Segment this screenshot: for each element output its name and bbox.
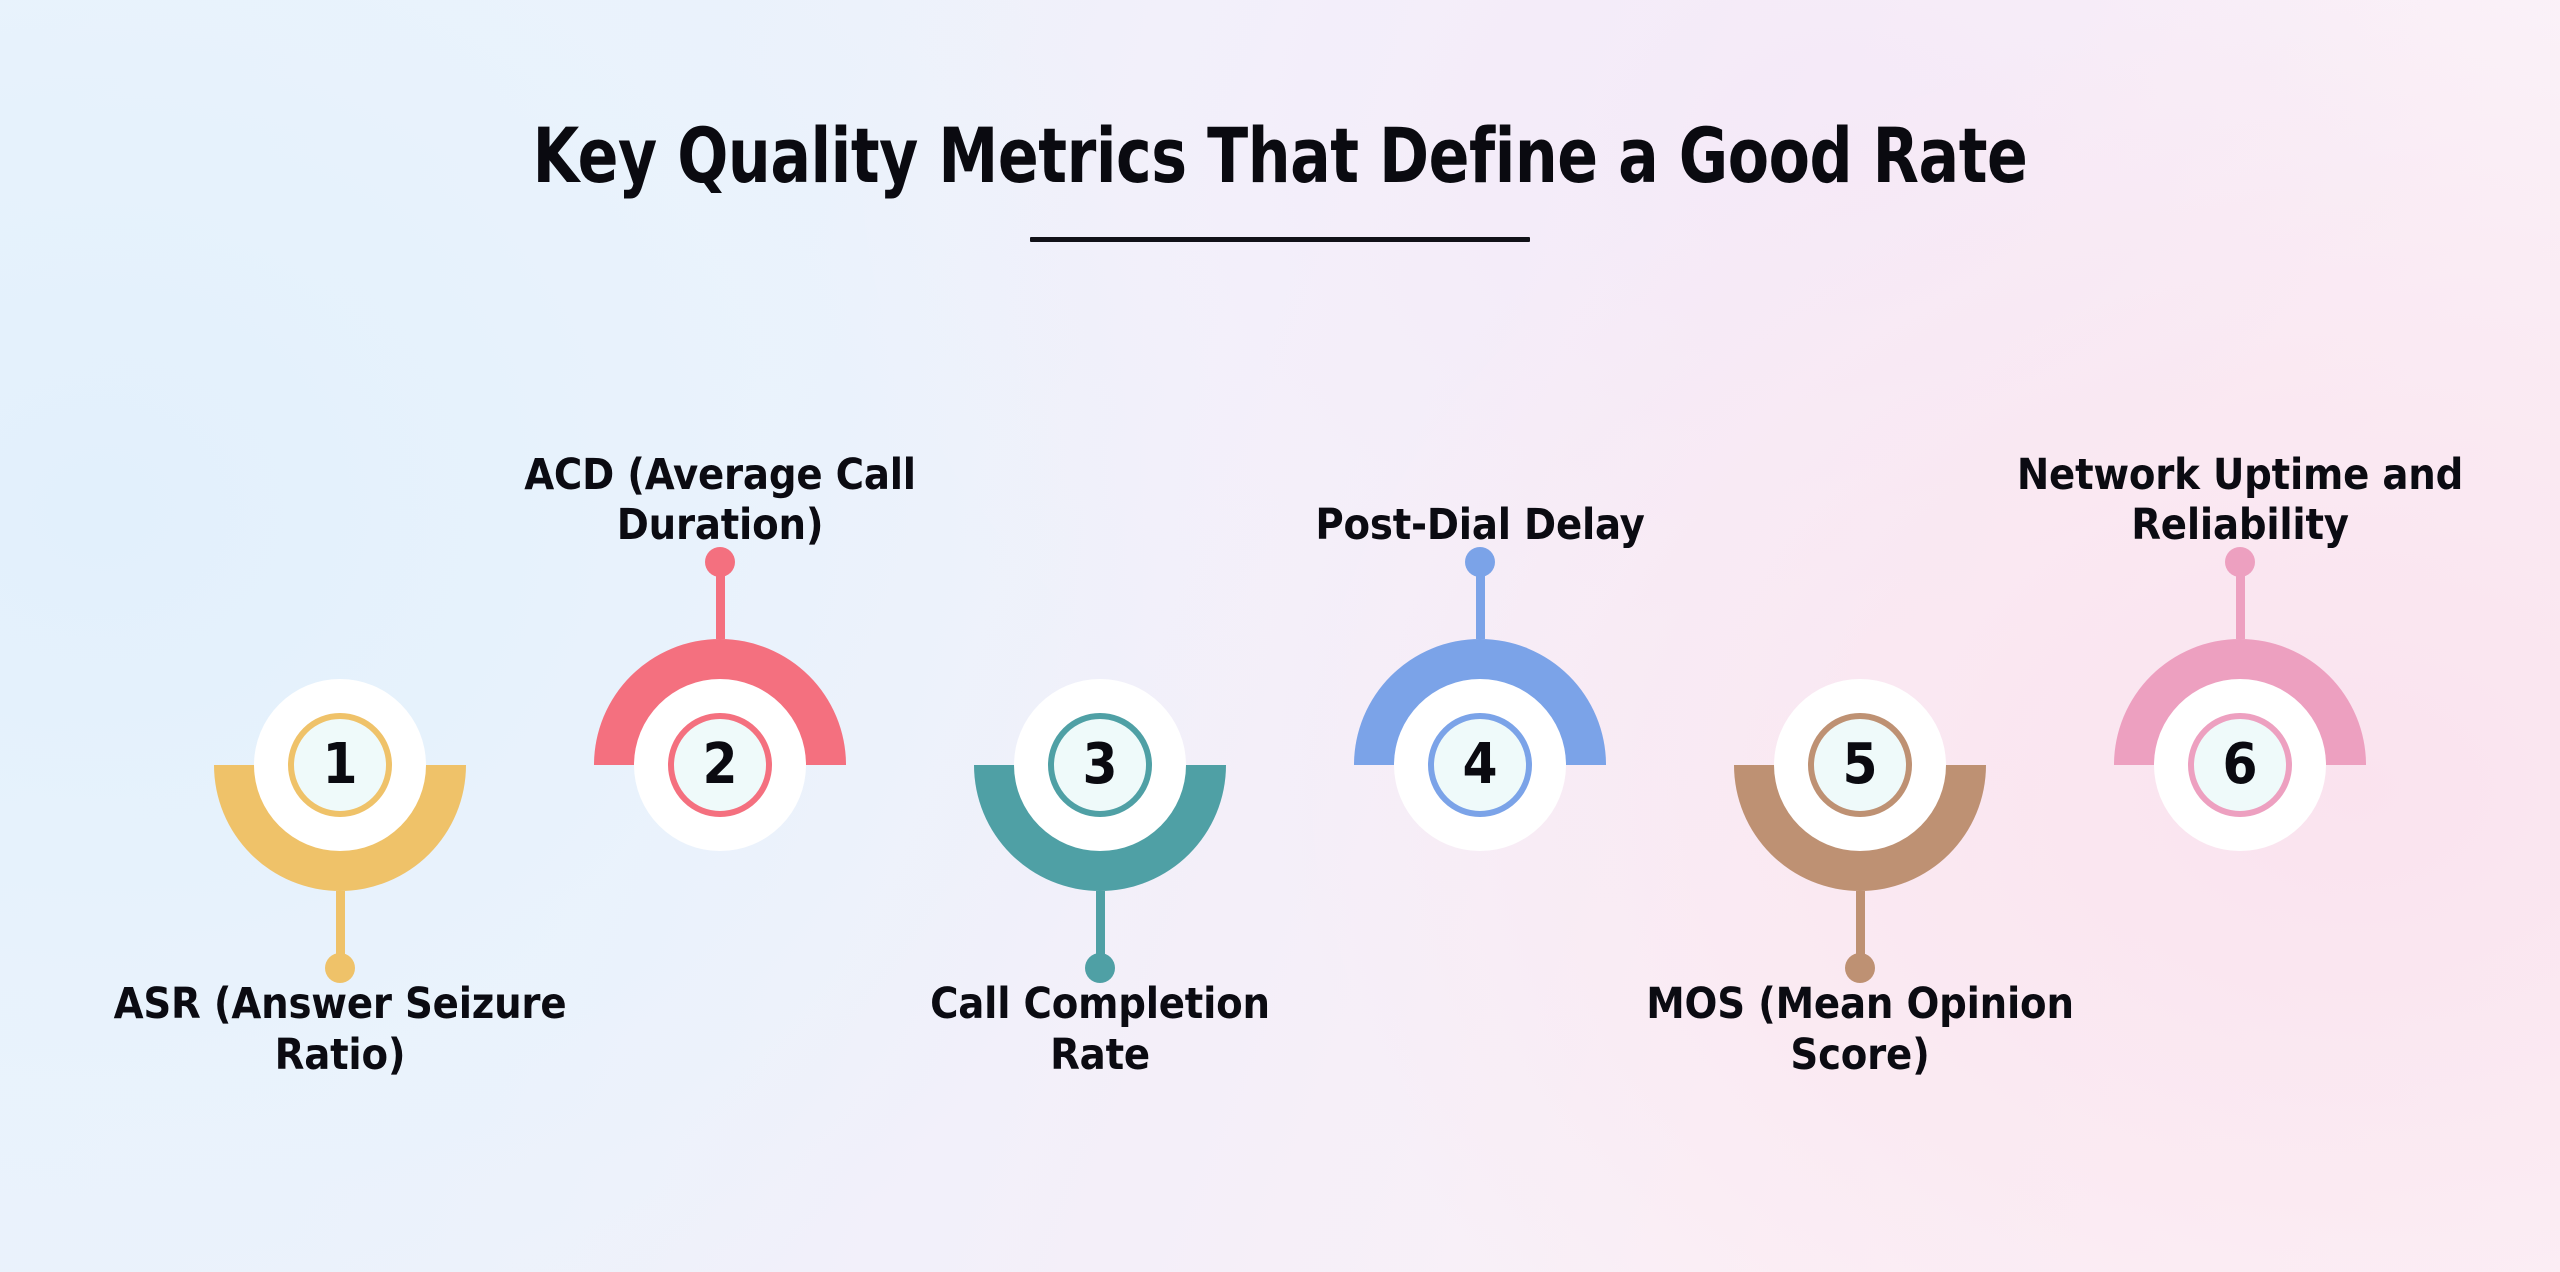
step-badge-5[interactable]: 5 bbox=[1808, 713, 1912, 817]
step-badge-1[interactable]: 1 bbox=[288, 713, 392, 817]
step-number: 4 bbox=[1462, 732, 1498, 797]
step-number: 5 bbox=[1842, 732, 1878, 797]
step-connector-dot-5 bbox=[1845, 953, 1875, 983]
step-connector-dot-1 bbox=[325, 953, 355, 983]
step-label-5: MOS (Mean Opinion Score) bbox=[1646, 979, 2074, 1080]
step-number: 2 bbox=[702, 732, 738, 797]
step-connector-stem-1 bbox=[335, 891, 345, 959]
step-number: 1 bbox=[322, 732, 358, 797]
step-connector-stem-2 bbox=[715, 571, 725, 639]
step-connector-stem-5 bbox=[1855, 891, 1865, 959]
step-label-6: Network Uptime and Reliability bbox=[2016, 449, 2464, 551]
step-label-1: ASR (Answer Seizure Ratio) bbox=[113, 979, 567, 1080]
step-connector-dot-4 bbox=[1465, 547, 1495, 577]
step-badge-6[interactable]: 6 bbox=[2188, 713, 2292, 817]
step-connector-dot-2 bbox=[705, 547, 735, 577]
step-connector-stem-4 bbox=[1475, 571, 1485, 639]
step-connector-stem-6 bbox=[2235, 571, 2245, 639]
page-title: Key Quality Metrics That Define a Good R… bbox=[532, 111, 2028, 200]
step-label-4: Post-Dial Delay bbox=[1315, 500, 1645, 551]
step-connector-stem-3 bbox=[1095, 891, 1105, 959]
step-badge-3[interactable]: 3 bbox=[1048, 713, 1152, 817]
step-badge-4[interactable]: 4 bbox=[1428, 713, 1532, 817]
step-label-2: ACD (Average Call Duration) bbox=[524, 449, 916, 551]
step-number: 6 bbox=[2222, 732, 2258, 797]
step-badge-2[interactable]: 2 bbox=[668, 713, 772, 817]
title-divider bbox=[1030, 237, 1530, 242]
step-connector-dot-6 bbox=[2225, 547, 2255, 577]
step-connector-dot-3 bbox=[1085, 953, 1115, 983]
header: Key Quality Metrics That Define a Good R… bbox=[0, 118, 2560, 242]
step-number: 3 bbox=[1082, 732, 1118, 797]
step-label-3: Call Completion Rate bbox=[930, 979, 1270, 1080]
